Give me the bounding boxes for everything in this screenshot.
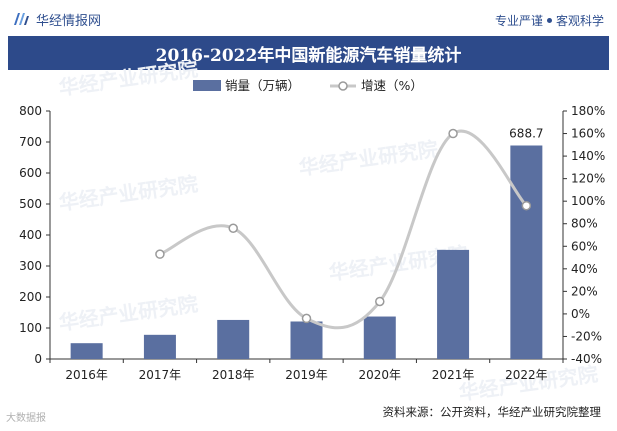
y-right-tick-label: 140% <box>571 149 605 163</box>
watermark-text: 华经产业研究院 <box>57 292 199 335</box>
y-right-tick-label: 80% <box>571 217 598 231</box>
watermark-text: 华经产业研究院 <box>57 57 199 100</box>
data-labels: 688.7 <box>509 127 543 141</box>
tagline-right: 客观科学 <box>555 14 604 28</box>
x-tick-label: 2017年 <box>139 368 182 382</box>
x-tick-label: 2022年 <box>505 368 548 382</box>
separator-dot-icon <box>546 18 552 23</box>
brand-name: 华经情报网 <box>36 13 102 29</box>
y-right-tick-label: 0% <box>571 307 590 321</box>
x-tick-label: 2019年 <box>285 368 328 382</box>
x-tick-label: 2020年 <box>359 368 402 382</box>
x-tick-label: 2016年 <box>65 368 108 382</box>
bottom-logo: 大数据报 <box>6 413 46 424</box>
y-left-tick-label: 0 <box>34 352 42 366</box>
legend: 销量（万辆） 增速（%） <box>193 78 423 93</box>
y-left-tick-label: 200 <box>19 290 42 304</box>
y-right-tick-label: -40% <box>571 352 602 366</box>
y-right-tick-label: 180% <box>571 104 605 118</box>
bars <box>70 145 543 359</box>
y-right-tick-label: -20% <box>571 329 602 343</box>
y-left-tick-label: 800 <box>19 104 42 118</box>
bar <box>363 316 396 359</box>
growth-point <box>155 249 165 259</box>
bar <box>510 145 543 359</box>
bar <box>70 343 103 359</box>
bar-data-label: 688.7 <box>509 127 543 141</box>
growth-point <box>448 128 458 139</box>
legend-line-label: 增速（%） <box>361 78 423 93</box>
y-right-tick-label: 120% <box>571 172 605 186</box>
growth-line <box>155 128 532 330</box>
y-left-tick-label: 500 <box>19 197 42 211</box>
axes: 0 100 200 300 400 500 600 700 800 -40% -20% 0% 20% 40… <box>19 104 605 382</box>
y-left-tick-label: 100 <box>19 321 42 335</box>
y-left-tick-label: 300 <box>19 259 42 273</box>
brand: 华经情报网 <box>12 10 102 29</box>
tagline-left: 专业严谨 <box>494 14 543 28</box>
y-left-tick-label: 700 <box>19 135 42 149</box>
chart-title: 2016-2022年中国新能源汽车销量统计 <box>8 36 609 70</box>
growth-point <box>521 200 532 211</box>
bar <box>437 249 470 359</box>
y-right-tick-label: 40% <box>571 262 598 276</box>
watermark-text: 华经产业研究院 <box>297 137 439 180</box>
x-tick-label: 2021年 <box>432 368 475 382</box>
y-right-tick-label: 20% <box>571 284 598 298</box>
y-right-tick-label: 60% <box>571 239 598 253</box>
growth-point <box>301 313 312 324</box>
growth-point <box>375 296 385 307</box>
legend-bar-swatch <box>193 80 221 91</box>
bar <box>217 319 250 359</box>
legend-bar-label: 销量（万辆） <box>225 78 300 93</box>
y-right-tick-label: 160% <box>571 127 605 141</box>
brand-logo-icon <box>14 13 29 25</box>
legend-line-marker <box>338 81 348 91</box>
y-right-tick-label: 100% <box>571 194 605 208</box>
watermark-text: 华经产业研究院 <box>57 172 199 215</box>
y-left-tick-label: 600 <box>19 166 42 180</box>
x-tick-label: 2018年 <box>212 368 255 382</box>
source-note: 资料来源：公开资料，华经产业研究院整理 <box>382 405 602 419</box>
growth-point <box>228 223 238 233</box>
header: 华经情报网 专业严谨 客观科学 <box>8 6 608 32</box>
tagline: 专业严谨 客观科学 <box>495 12 604 29</box>
bar <box>143 334 176 359</box>
bar <box>290 321 323 359</box>
y-left-tick-label: 400 <box>19 228 42 242</box>
